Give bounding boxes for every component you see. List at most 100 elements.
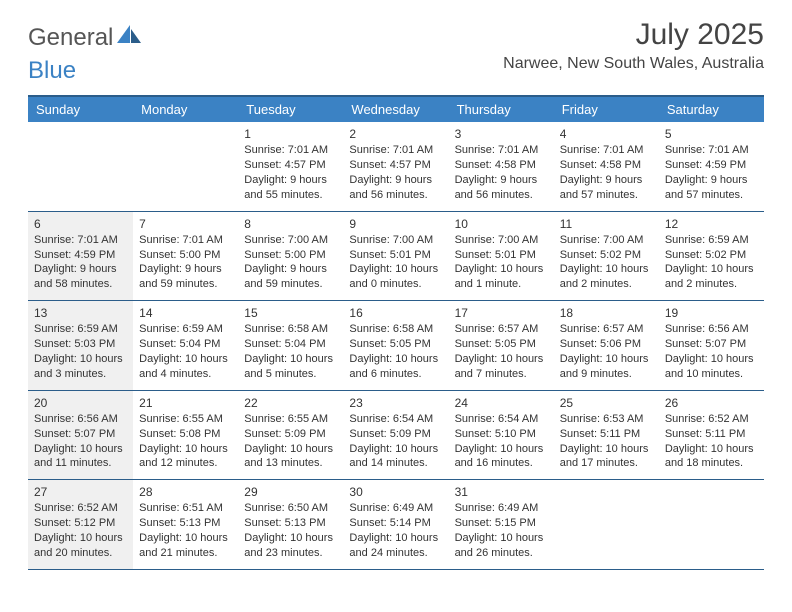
daylight-text: Daylight: 10 hours and 13 minutes.: [244, 442, 337, 472]
day-header: Friday: [554, 97, 659, 122]
sunrise-text: Sunrise: 6:53 AM: [560, 412, 653, 427]
day-number: 23: [349, 393, 442, 412]
daylight-text: Daylight: 10 hours and 23 minutes.: [244, 531, 337, 561]
week-row: 27Sunrise: 6:52 AMSunset: 5:12 PMDayligh…: [28, 480, 764, 570]
daylight-text: Daylight: 10 hours and 11 minutes.: [34, 442, 127, 472]
day-header: Wednesday: [343, 97, 448, 122]
month-title: July 2025: [503, 18, 764, 51]
day-number: 22: [244, 393, 337, 412]
day-number: [560, 482, 653, 485]
sunrise-text: Sunrise: 6:56 AM: [34, 412, 127, 427]
daylight-text: Daylight: 10 hours and 4 minutes.: [139, 352, 232, 382]
day-cell: 22Sunrise: 6:55 AMSunset: 5:09 PMDayligh…: [238, 391, 343, 480]
brand-part1: General: [28, 24, 113, 52]
day-cell: 3Sunrise: 7:01 AMSunset: 4:58 PMDaylight…: [449, 122, 554, 211]
daylight-text: Daylight: 9 hours and 57 minutes.: [665, 173, 758, 203]
sunset-text: Sunset: 5:13 PM: [244, 516, 337, 531]
sunrise-text: Sunrise: 7:00 AM: [560, 233, 653, 248]
sunset-text: Sunset: 4:57 PM: [244, 158, 337, 173]
calendar-page: General July 2025 Narwee, New South Wale…: [0, 0, 792, 570]
daylight-text: Daylight: 10 hours and 3 minutes.: [34, 352, 127, 382]
day-cell: 14Sunrise: 6:59 AMSunset: 5:04 PMDayligh…: [133, 301, 238, 390]
sunset-text: Sunset: 5:09 PM: [244, 427, 337, 442]
sunrise-text: Sunrise: 7:00 AM: [244, 233, 337, 248]
sunset-text: Sunset: 5:09 PM: [349, 427, 442, 442]
sunset-text: Sunset: 4:58 PM: [560, 158, 653, 173]
week-row: 1Sunrise: 7:01 AMSunset: 4:57 PM Daylight…: [28, 122, 764, 212]
daylight-text: Daylight: 10 hours and 17 minutes.: [560, 442, 653, 472]
day-cell: 21Sunrise: 6:55 AMSunset: 5:08 PMDayligh…: [133, 391, 238, 480]
weeks-container: 1Sunrise: 7:01 AMSunset: 4:57 PM Daylight…: [28, 122, 764, 570]
sunrise-text: Sunrise: 7:01 AM: [244, 143, 337, 158]
day-number: 25: [560, 393, 653, 412]
day-header-row: SundayMondayTuesdayWednesdayThursdayFrid…: [28, 97, 764, 122]
day-number: 1: [244, 124, 337, 143]
day-number: 16: [349, 303, 442, 322]
day-header: Thursday: [449, 97, 554, 122]
day-cell: [554, 480, 659, 569]
sunset-text: Sunset: 4:58 PM: [455, 158, 548, 173]
sunrise-text: Sunrise: 6:58 AM: [244, 322, 337, 337]
sunset-text: Sunset: 5:01 PM: [455, 248, 548, 263]
day-number: 31: [455, 482, 548, 501]
sunset-text: Sunset: 5:08 PM: [139, 427, 232, 442]
day-number: [665, 482, 758, 485]
day-cell: 15Sunrise: 6:58 AMSunset: 5:04 PMDayligh…: [238, 301, 343, 390]
sunrise-text: Sunrise: 6:57 AM: [560, 322, 653, 337]
title-block: July 2025 Narwee, New South Wales, Austr…: [503, 18, 764, 73]
sunrise-text: Sunrise: 6:59 AM: [34, 322, 127, 337]
sunset-text: Sunset: 5:11 PM: [560, 427, 653, 442]
day-number: [34, 124, 127, 127]
brand-part2: Blue: [28, 57, 76, 85]
day-number: 2: [349, 124, 442, 143]
daylight-text: Daylight: 9 hours and 56 minutes.: [455, 173, 548, 203]
day-cell: 25Sunrise: 6:53 AMSunset: 5:11 PMDayligh…: [554, 391, 659, 480]
day-cell: 1Sunrise: 7:01 AMSunset: 4:57 PMDaylight…: [238, 122, 343, 211]
calendar-grid: SundayMondayTuesdayWednesdayThursdayFrid…: [28, 95, 764, 570]
sunrise-text: Sunrise: 6:59 AM: [665, 233, 758, 248]
daylight-text: Daylight: 10 hours and 10 minutes.: [665, 352, 758, 382]
day-cell: 18Sunrise: 6:57 AMSunset: 5:06 PMDayligh…: [554, 301, 659, 390]
brand-sail-icon: [117, 24, 143, 52]
daylight-text: Daylight: 10 hours and 26 minutes.: [455, 531, 548, 561]
day-cell: 26Sunrise: 6:52 AMSunset: 5:11 PMDayligh…: [659, 391, 764, 480]
day-number: 19: [665, 303, 758, 322]
daylight-text: Daylight: 9 hours and 58 minutes.: [34, 262, 127, 292]
day-cell: 7Sunrise: 7:01 AMSunset: 5:00 PMDaylight…: [133, 212, 238, 301]
day-cell: 13Sunrise: 6:59 AMSunset: 5:03 PMDayligh…: [28, 301, 133, 390]
sunset-text: Sunset: 5:03 PM: [34, 337, 127, 352]
daylight-text: Daylight: 10 hours and 14 minutes.: [349, 442, 442, 472]
location: Narwee, New South Wales, Australia: [503, 55, 764, 73]
day-number: 3: [455, 124, 548, 143]
day-cell: 19Sunrise: 6:56 AMSunset: 5:07 PMDayligh…: [659, 301, 764, 390]
sunrise-text: Sunrise: 6:52 AM: [665, 412, 758, 427]
sunrise-text: Sunrise: 6:57 AM: [455, 322, 548, 337]
daylight-text: Daylight: 10 hours and 0 minutes.: [349, 262, 442, 292]
sunset-text: Sunset: 5:00 PM: [244, 248, 337, 263]
daylight-text: Daylight: 10 hours and 2 minutes.: [560, 262, 653, 292]
day-number: 28: [139, 482, 232, 501]
sunrise-text: Sunrise: 6:50 AM: [244, 501, 337, 516]
sunset-text: Sunset: 5:07 PM: [665, 337, 758, 352]
week-row: 6Sunrise: 7:01 AMSunset: 4:59 PMDaylight…: [28, 212, 764, 302]
sunset-text: Sunset: 4:59 PM: [665, 158, 758, 173]
day-number: 4: [560, 124, 653, 143]
day-cell: 5Sunrise: 7:01 AMSunset: 4:59 PMDaylight…: [659, 122, 764, 211]
daylight-text: Daylight: 9 hours and 56 minutes.: [349, 173, 442, 203]
brand-logo: General: [28, 18, 143, 52]
day-cell: 12Sunrise: 6:59 AMSunset: 5:02 PMDayligh…: [659, 212, 764, 301]
sunset-text: Sunset: 5:15 PM: [455, 516, 548, 531]
sunset-text: Sunset: 5:02 PM: [560, 248, 653, 263]
daylight-text: Daylight: 10 hours and 6 minutes.: [349, 352, 442, 382]
daylight-text: Daylight: 10 hours and 12 minutes.: [139, 442, 232, 472]
week-row: 13Sunrise: 6:59 AMSunset: 5:03 PMDayligh…: [28, 301, 764, 391]
daylight-text: Daylight: 10 hours and 1 minute.: [455, 262, 548, 292]
sunrise-text: Sunrise: 6:59 AM: [139, 322, 232, 337]
day-number: 13: [34, 303, 127, 322]
day-number: 12: [665, 214, 758, 233]
day-cell: 24Sunrise: 6:54 AMSunset: 5:10 PMDayligh…: [449, 391, 554, 480]
sunrise-text: Sunrise: 6:55 AM: [139, 412, 232, 427]
daylight-text: Daylight: 10 hours and 21 minutes.: [139, 531, 232, 561]
daylight-text: Daylight: 10 hours and 2 minutes.: [665, 262, 758, 292]
daylight-text: Daylight: 10 hours and 20 minutes.: [34, 531, 127, 561]
